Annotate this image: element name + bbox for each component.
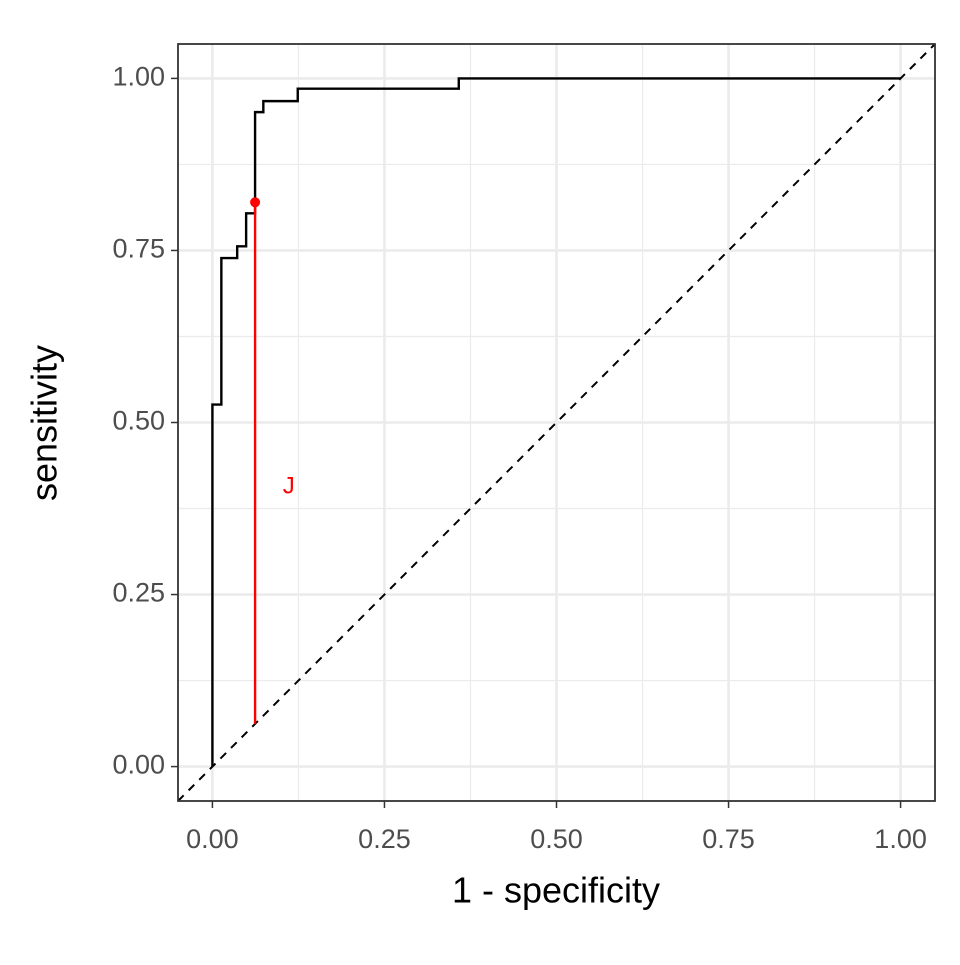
y-tick-label: 0.25 [112,578,165,608]
y-axis-title: sensitivity [24,345,65,501]
panel-border [177,43,936,802]
youden-label: J [283,473,295,500]
reference-diagonal [177,43,936,802]
x-tick-label: 0.75 [702,824,755,854]
x-axis-title: 1 - specificity [452,870,660,911]
x-tick-label: 1.00 [874,824,927,854]
y-tick-label: 1.00 [112,62,165,92]
x-tick-label: 0.25 [358,824,411,854]
x-tick-label: 0.50 [530,824,583,854]
x-tick-label: 0.00 [186,824,239,854]
youden-point [250,197,261,208]
y-tick-label: 0.75 [112,234,165,264]
y-tick-label: 0.00 [112,750,165,780]
y-tick-label: 0.50 [112,406,165,436]
